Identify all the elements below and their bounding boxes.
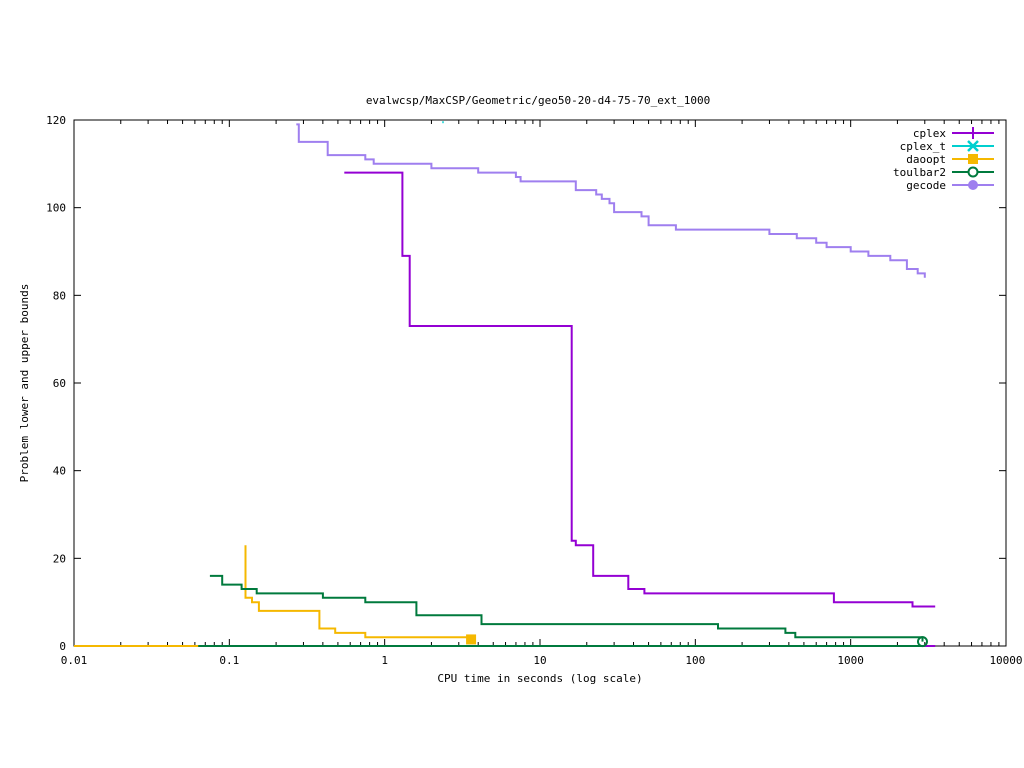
y-tick-label: 120 xyxy=(46,114,66,127)
legend-marker-toulbar2 xyxy=(967,166,979,178)
legend-label-daoopt: daoopt xyxy=(906,153,946,166)
legend-label-cplex: cplex xyxy=(913,127,946,140)
plot-frame xyxy=(73,119,1007,647)
legend-label-toulbar2: toulbar2 xyxy=(893,166,946,179)
x-tick-label: 1000 xyxy=(837,654,864,667)
x-tick-label: 100 xyxy=(685,654,705,667)
legend-label-cplex-t: cplex_t xyxy=(900,140,946,153)
y-tick-label: 100 xyxy=(46,202,66,215)
x-tick-label: 1 xyxy=(381,654,388,667)
y-tick-label: 60 xyxy=(53,377,66,390)
x-tick-label: 10000 xyxy=(989,654,1022,667)
x-tick-label: 0.01 xyxy=(61,654,88,667)
gecode-upper-bound-line xyxy=(296,123,926,278)
legend-marker-cplex-t xyxy=(967,140,979,152)
legend-label-gecode: gecode xyxy=(906,179,946,192)
toulbar2-end-marker xyxy=(916,636,928,648)
series-layer xyxy=(74,121,936,648)
y-tick-label: 40 xyxy=(53,465,66,478)
y-tick-label: 80 xyxy=(53,289,66,302)
y-axis-label: Problem lower and upper bounds xyxy=(18,284,31,483)
x-axis-label: CPU time in seconds (log scale) xyxy=(437,672,642,685)
y-tick-label: 20 xyxy=(53,552,66,565)
chart-title: evalwcsp/MaxCSP/Geometric/geo50-20-d4-75… xyxy=(366,94,710,107)
toulbar2-upper-bound-line xyxy=(209,574,924,642)
x-tick-label: 10 xyxy=(533,654,546,667)
y-tick-label: 0 xyxy=(59,640,66,653)
daoopt-end-marker xyxy=(466,634,477,645)
axis-ticks: 0.01 0.1 1 10 100 1000 10000 0 20 40 60 80 100 120 xyxy=(46,114,1022,667)
daoopt-upper-bound-line xyxy=(244,545,472,639)
cplex-upper-bound-line xyxy=(344,171,936,608)
legend-marker-gecode xyxy=(968,180,978,190)
legend-marker-daoopt xyxy=(968,154,978,164)
x-tick-label: 0.1 xyxy=(219,654,239,667)
